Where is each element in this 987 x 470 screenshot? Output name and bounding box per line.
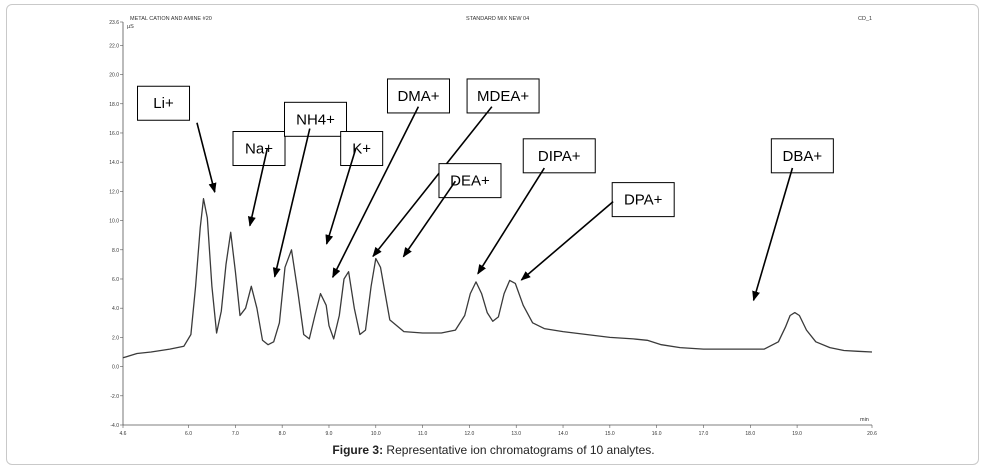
peak-label: DMA+ (397, 88, 439, 105)
label-box (611, 182, 675, 218)
plot-axes (122, 22, 872, 426)
x-tick-label: 19.0 (792, 431, 802, 437)
y-tick-label: 14.0 (109, 160, 119, 166)
pointer-arrow (272, 128, 311, 278)
chromatogram-trace-group (122, 198, 873, 359)
label-box (232, 131, 286, 167)
y-axis-unit: µS (127, 24, 134, 30)
x-tick-label: 13.0 (511, 431, 521, 437)
x-axis-unit: min (860, 417, 869, 423)
x-tick-label: 10.0 (371, 431, 381, 437)
annotation-k-plus: K+ (325, 131, 384, 245)
peak-label: DEA+ (450, 173, 490, 190)
label-box (466, 78, 540, 114)
x-tick-label: 20.6 (867, 431, 877, 437)
pointer-arrow (332, 106, 420, 279)
figure-caption-text: Representative ion chromatograms of 10 a… (383, 443, 655, 457)
label-box (438, 163, 502, 199)
x-tick-label: 11.0 (418, 431, 428, 437)
y-tick-label: 4.0 (112, 306, 119, 312)
pointer-arrow (247, 148, 268, 227)
header-sample-name: STANDARD MIX NEW 04 (466, 16, 529, 22)
y-tick-label: 2.0 (112, 335, 119, 341)
label-box (284, 101, 348, 137)
figure-number: Figure 3: (332, 443, 384, 457)
annotation-dpa-plus: DPA+ (520, 182, 675, 281)
label-box (770, 138, 834, 174)
annotation-mdea-plus: MDEA+ (372, 78, 540, 258)
peak-label: NH4+ (296, 111, 335, 128)
annotation-dea-plus: DEA+ (402, 163, 502, 258)
x-tick-label: 9.0 (325, 431, 332, 437)
y-tick-label: 6.0 (112, 277, 119, 283)
annotation-dba-plus: DBA+ (752, 138, 834, 302)
annotation-li-plus: Li+ (137, 85, 217, 194)
header-method-name: METAL CATION AND AMINE #20 (130, 16, 212, 22)
y-tick-label: 16.0 (109, 131, 119, 137)
x-tick-label: 15.0 (605, 431, 615, 437)
y-tick-label: 0.0 (112, 365, 119, 371)
pointer-arrow (372, 106, 493, 258)
annotation-na-plus: Na+ (232, 131, 286, 227)
figure-caption: Figure 3: Representative ion chromatogra… (0, 443, 987, 457)
x-tick-label: 12.0 (465, 431, 475, 437)
peak-label: DBA+ (783, 148, 823, 165)
peak-label: DIPA+ (538, 148, 581, 165)
x-tick-label: 16.0 (652, 431, 662, 437)
y-tick-label: 18.0 (109, 102, 119, 108)
pointer-arrow (477, 167, 545, 275)
y-tick-label: 22.0 (109, 43, 119, 49)
x-tick-label: 7.0 (232, 431, 239, 437)
y-tick-label: -4.0 (110, 423, 119, 429)
y-tick-label: 20.0 (109, 73, 119, 79)
annotation-nh4-plus: NH4+ (272, 101, 348, 278)
peak-label: MDEA+ (477, 88, 529, 105)
y-tick-label: 12.0 (109, 189, 119, 195)
peak-label: K+ (352, 141, 371, 158)
figure-frame (6, 4, 979, 465)
peak-label: Li+ (153, 95, 174, 112)
pointer-arrow (752, 167, 794, 302)
x-tick-label: 17.0 (699, 431, 709, 437)
label-box (522, 138, 596, 174)
pointer-arrow (520, 200, 614, 281)
y-tick-label: -2.0 (110, 394, 119, 400)
x-tick-label: 4.6 (120, 431, 127, 437)
peak-label: Na+ (245, 141, 273, 158)
pointer-arrow (196, 122, 217, 194)
peak-label: DPA+ (624, 192, 663, 209)
x-tick-label: 8.0 (279, 431, 286, 437)
annotation-dma-plus: DMA+ (332, 78, 450, 279)
pointer-arrow (402, 180, 457, 258)
pointer-arrow (325, 148, 357, 245)
chromatogram-trace (122, 198, 873, 359)
y-tick-label: 8.0 (112, 248, 119, 254)
x-tick-label: 14.0 (558, 431, 568, 437)
label-box (340, 131, 384, 167)
x-tick-label: 18.0 (745, 431, 755, 437)
annotation-dipa-plus: DIPA+ (477, 138, 596, 275)
header-channel-name: CD_1 (858, 16, 872, 22)
y-tick-label: 23.6 (109, 20, 119, 26)
y-tick-label: 10.0 (109, 219, 119, 225)
label-box (137, 85, 191, 121)
peak-annotations: Li+ Na+ NH4+ K+ DMA+ MDEA+ DEA+ DIPA+ DPA+ DBA+ (137, 78, 834, 302)
axis-ticks: -4.0 -2.0 0.0 2.0 4.0 6.0 8.0 10.0 12.0 14.0 16.0 1… (109, 20, 877, 437)
x-tick-label: 6.0 (185, 431, 192, 437)
